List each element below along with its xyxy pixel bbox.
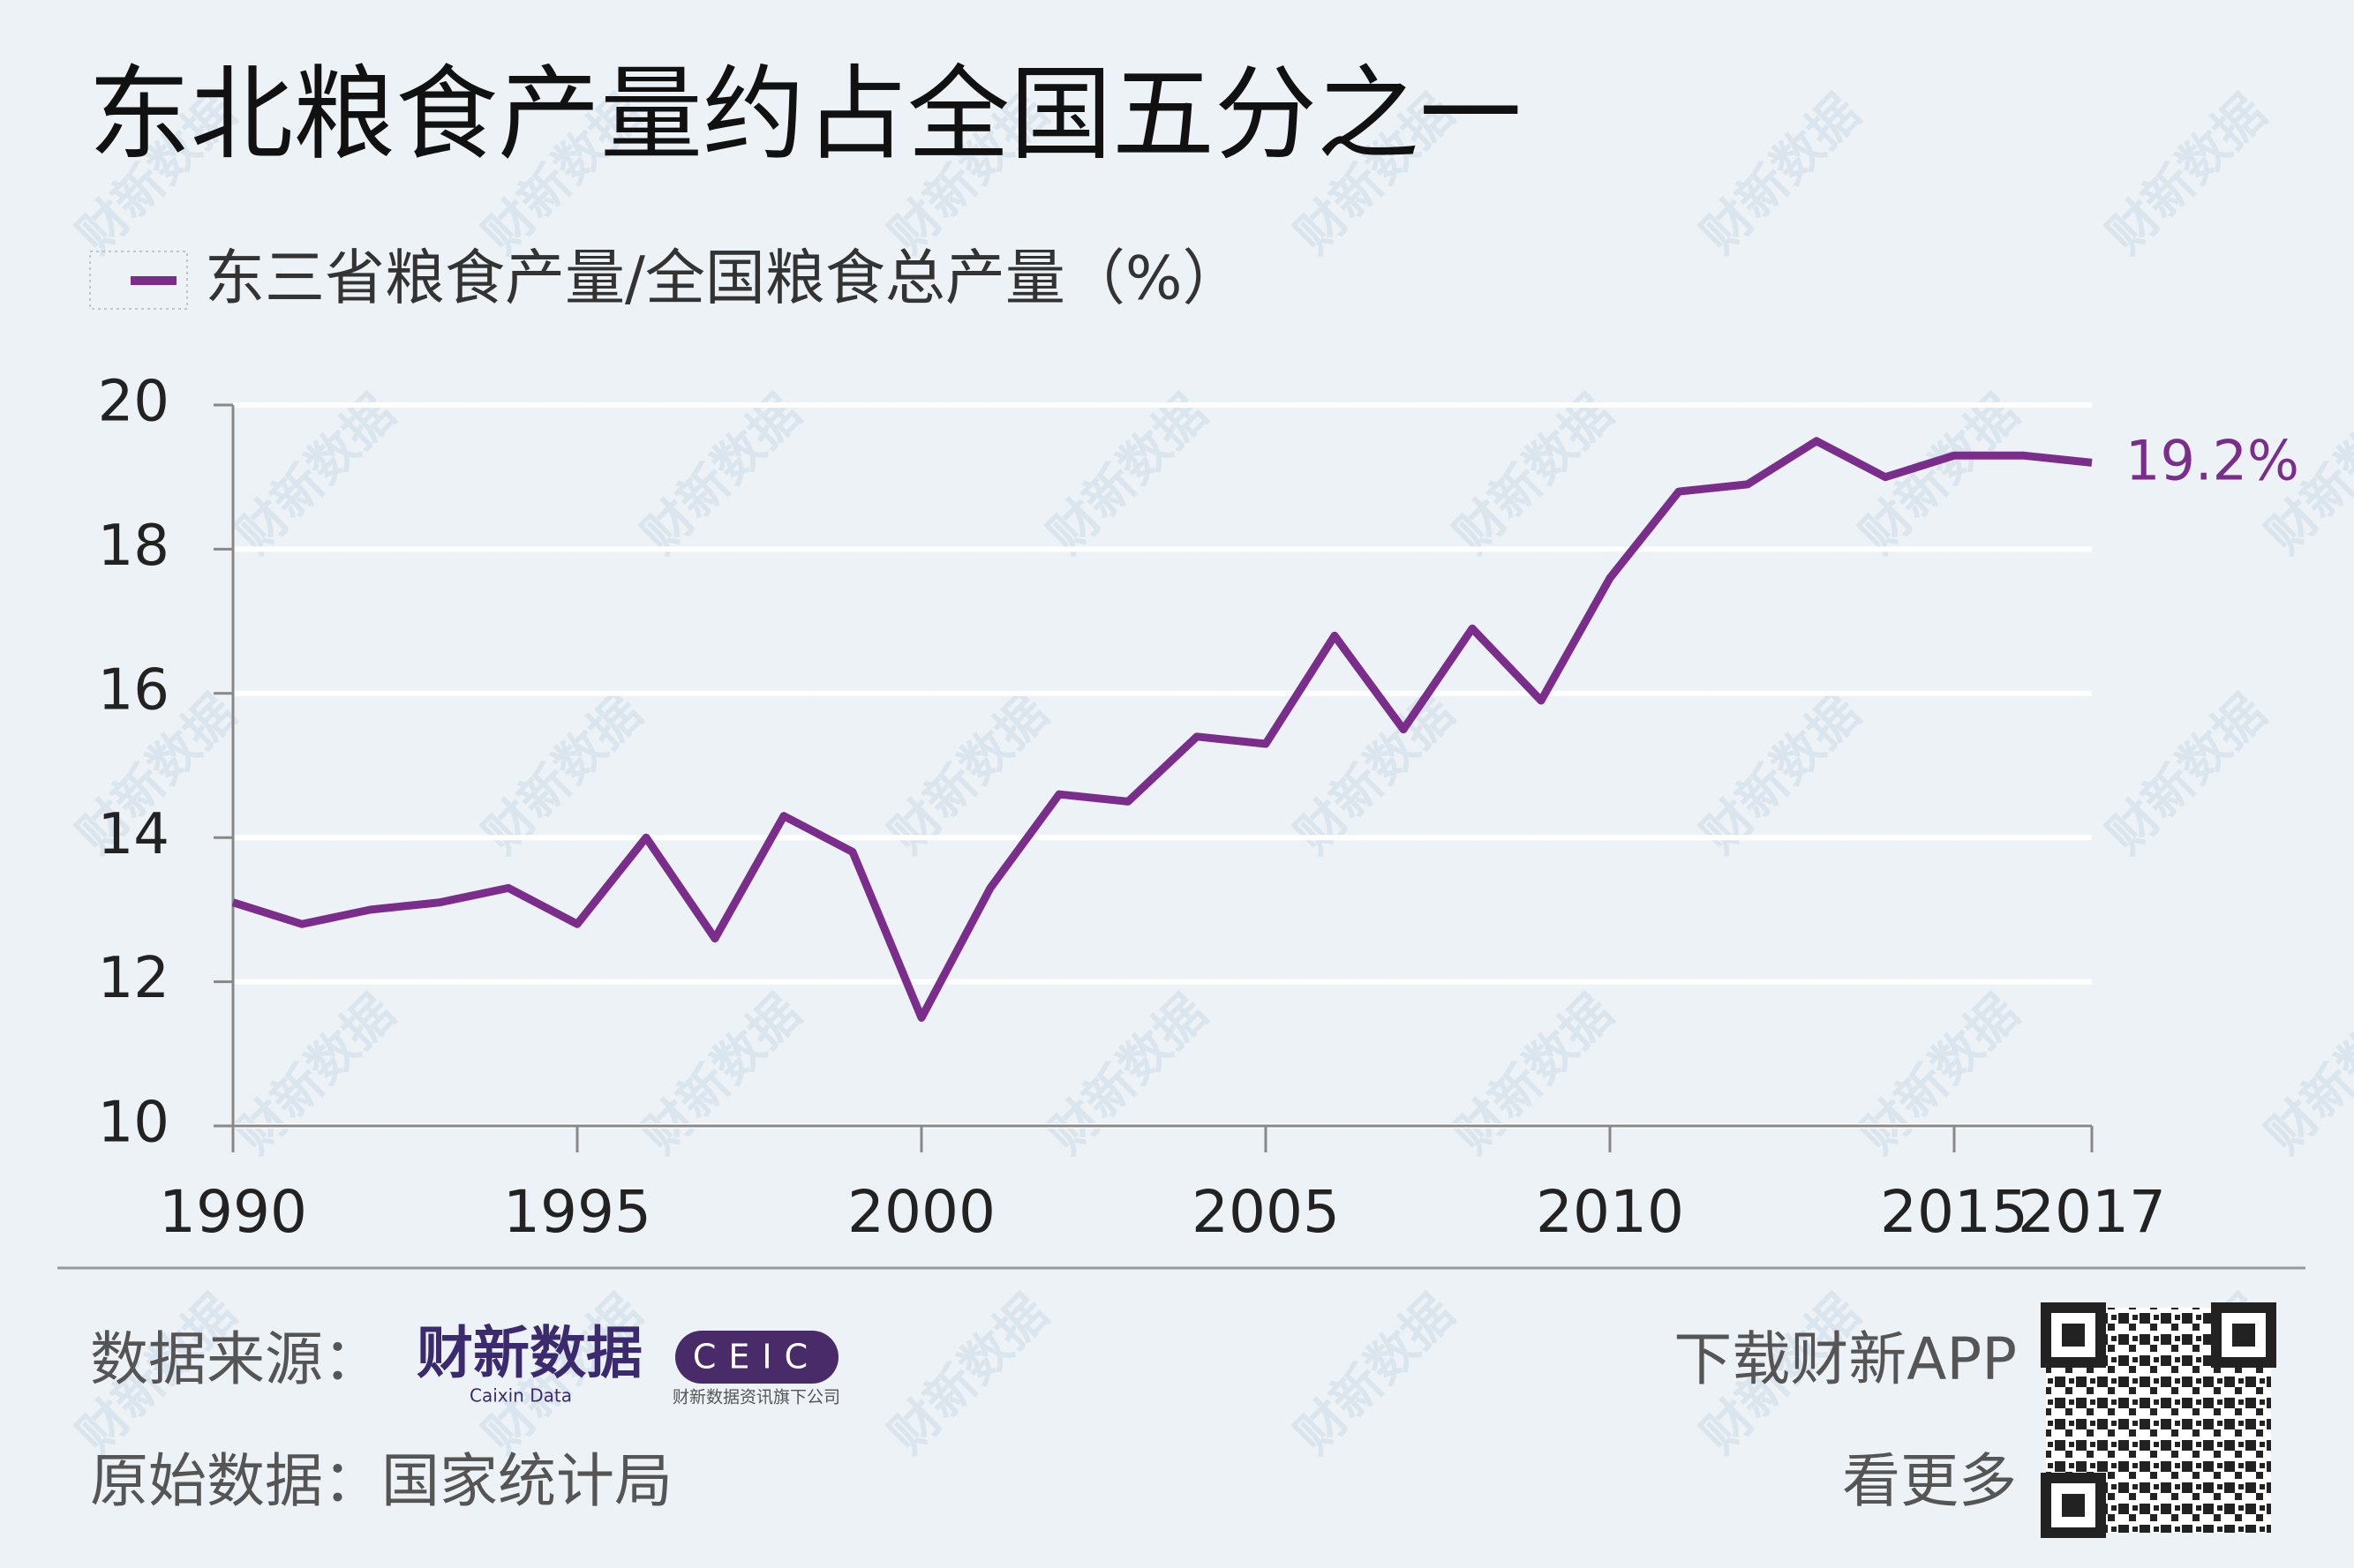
y-tick-label: 20 — [98, 370, 169, 435]
chart-title: 东北粮食产量约占全国五分之一 — [88, 56, 1522, 175]
x-tick-label: 2000 — [847, 1178, 996, 1246]
x-tick-label: 2015 — [1880, 1178, 2028, 1246]
x-tick-label: 2005 — [1192, 1178, 1340, 1246]
x-tick-label: 2010 — [1536, 1178, 1684, 1246]
app-more: 看更多 — [1842, 1447, 2017, 1515]
y-tick-label: 14 — [98, 802, 169, 867]
x-tick-label: 2017 — [2018, 1178, 2166, 1246]
x-tick-label: 1990 — [159, 1178, 307, 1246]
series-line — [231, 437, 2093, 1022]
legend-box — [89, 251, 188, 310]
legend-label: 东三省粮食产量/全国粮食总产量（%） — [205, 244, 1243, 314]
ceic-logo: CEIC — [693, 1338, 820, 1377]
y-tick-label: 18 — [98, 514, 169, 579]
value-label: 19.2% — [2125, 428, 2299, 492]
qr-code — [2041, 1302, 2276, 1538]
origin: 原始数据：国家统计局 — [90, 1447, 673, 1515]
source-logo-en: Caixin Data — [470, 1385, 572, 1407]
y-tick-label: 12 — [98, 946, 169, 1011]
y-tick-label: 16 — [98, 657, 169, 723]
source-logo: 财新数据 — [417, 1322, 643, 1387]
ceic-badge — [675, 1331, 839, 1384]
ceic-note: 财新数据资讯旗下公司 — [673, 1388, 840, 1407]
y-tick-label: 10 — [98, 1091, 169, 1156]
app-label: 下载财新APP — [1673, 1325, 2017, 1393]
source-label: 数据来源： — [90, 1325, 381, 1393]
x-tick-label: 1995 — [503, 1178, 651, 1246]
